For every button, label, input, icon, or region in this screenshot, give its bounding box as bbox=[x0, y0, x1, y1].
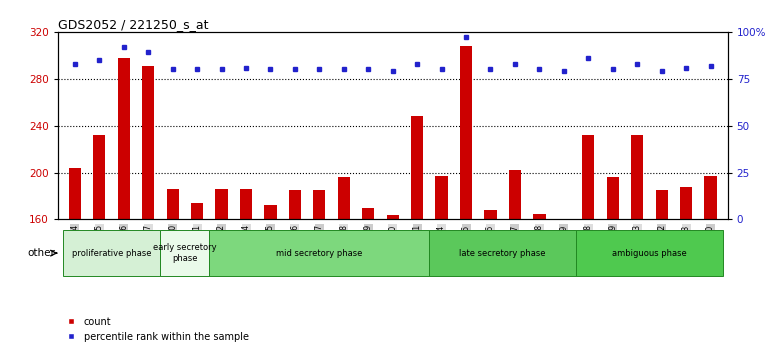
Bar bbox=[430, 230, 576, 276]
Bar bbox=[411, 116, 424, 219]
Bar bbox=[93, 135, 105, 219]
Text: ambiguous phase: ambiguous phase bbox=[612, 249, 687, 258]
Text: GDS2052 / 221250_s_at: GDS2052 / 221250_s_at bbox=[58, 18, 208, 31]
Bar bbox=[484, 210, 497, 219]
Bar bbox=[680, 187, 692, 219]
Bar bbox=[582, 135, 594, 219]
Bar bbox=[160, 230, 209, 276]
Text: early secretory
phase: early secretory phase bbox=[153, 244, 216, 263]
Bar bbox=[705, 176, 717, 219]
Text: proliferative phase: proliferative phase bbox=[72, 249, 151, 258]
Bar bbox=[62, 230, 160, 276]
Bar bbox=[191, 203, 203, 219]
Bar bbox=[387, 215, 399, 219]
Bar bbox=[460, 46, 472, 219]
Bar bbox=[69, 168, 81, 219]
Bar bbox=[313, 190, 326, 219]
Bar bbox=[362, 208, 374, 219]
Bar bbox=[166, 189, 179, 219]
Bar bbox=[289, 190, 301, 219]
Bar bbox=[240, 189, 252, 219]
Bar bbox=[338, 177, 350, 219]
Bar bbox=[509, 170, 521, 219]
Text: mid secretory phase: mid secretory phase bbox=[276, 249, 363, 258]
Text: other: other bbox=[28, 248, 55, 258]
Bar bbox=[576, 230, 723, 276]
Bar bbox=[655, 190, 668, 219]
Bar bbox=[631, 135, 643, 219]
Bar bbox=[142, 66, 154, 219]
Text: late secretory phase: late secretory phase bbox=[460, 249, 546, 258]
Legend: count, percentile rank within the sample: count, percentile rank within the sample bbox=[62, 313, 253, 346]
Bar bbox=[216, 189, 228, 219]
Bar bbox=[557, 219, 570, 222]
Bar bbox=[436, 176, 447, 219]
Bar bbox=[264, 205, 276, 219]
Bar bbox=[534, 213, 545, 219]
Bar bbox=[209, 230, 430, 276]
Bar bbox=[118, 58, 130, 219]
Bar bbox=[607, 177, 619, 219]
